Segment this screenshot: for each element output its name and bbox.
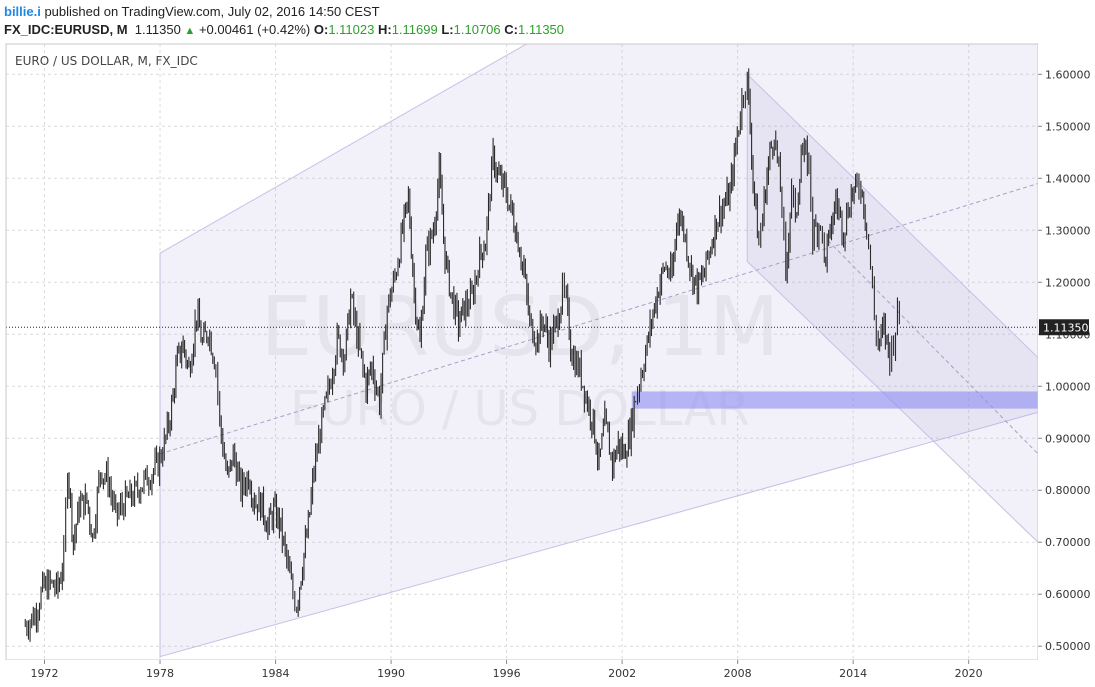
change-text: +0.00461 (+0.42%)	[198, 22, 311, 37]
y-tick-label: 0.90000	[1045, 432, 1091, 445]
y-tick-label: 1.20000	[1045, 276, 1091, 289]
x-tick-label: 1978	[146, 667, 174, 680]
publish-line: billie.i published on TradingView.com, J…	[4, 4, 380, 19]
high-value: 1.11699	[391, 22, 438, 37]
y-tick-label: 1.00000	[1045, 380, 1091, 393]
chart-header: billie.i published on TradingView.com, J…	[0, 0, 1095, 44]
x-tick-label: 2008	[724, 667, 752, 680]
y-tick-label: 1.50000	[1045, 120, 1091, 133]
open-value: 1.11023	[328, 22, 375, 37]
price-axis[interactable]: 1.600001.500001.400001.300001.200001.100…	[1038, 44, 1095, 687]
y-tick-label: 1.40000	[1045, 172, 1091, 185]
y-tick-label: 1.60000	[1045, 68, 1091, 81]
watermark-description: EURO / US DOLLAR	[290, 381, 750, 437]
chart-title: EURO / US DOLLAR, M, FX_IDC	[15, 54, 198, 68]
x-tick-label: 2020	[955, 667, 983, 680]
x-tick-label: 2002	[608, 667, 636, 680]
symbol-label[interactable]: FX_IDC:EURUSD	[4, 22, 110, 37]
interval-label: , M	[109, 22, 128, 37]
x-tick-label: 1996	[493, 667, 521, 680]
up-arrow-icon: ▲	[184, 25, 196, 37]
open-label: O:	[313, 22, 329, 37]
ohlc-line: FX_IDC:EURUSD, M 1.11350 ▲ +0.00461 (+0.…	[4, 22, 564, 37]
ascending-channel	[159, 44, 1038, 658]
time-axis[interactable]: 1972 1978 1984 1990 1996 2002 2008 2014 2020	[0, 660, 1038, 687]
drawings-layer[interactable]	[159, 0, 1038, 658]
author-link[interactable]: billie.i	[4, 4, 41, 19]
published-text: published on TradingView.com, July 02, 2…	[40, 4, 380, 19]
last-price-tag-label: 1.11350	[1043, 321, 1089, 334]
x-tick-label: 2014	[839, 667, 867, 680]
channel-midline	[159, 183, 1038, 455]
y-tick-label: 0.60000	[1045, 588, 1091, 601]
x-tick-label: 1990	[377, 667, 405, 680]
price-series	[24, 68, 900, 642]
price-axis-bg	[1038, 44, 1095, 687]
support-zone	[631, 391, 1038, 409]
last-price-tag	[1039, 319, 1089, 336]
last-price-text: 1.11350	[134, 22, 181, 37]
low-label: L:	[441, 22, 454, 37]
low-value: 1.10706	[453, 22, 501, 37]
x-tick-label: 1984	[262, 667, 290, 680]
time-axis-bg	[0, 660, 1038, 687]
y-tick-label: 0.70000	[1045, 536, 1091, 549]
high-label: H:	[377, 22, 392, 37]
close-label: C:	[504, 22, 518, 37]
descending-midline	[827, 240, 1038, 455]
y-tick-label: 0.80000	[1045, 484, 1091, 497]
y-tick-label: 0.50000	[1045, 640, 1091, 653]
descending-channel	[746, 73, 1038, 543]
y-tick-label: 1.30000	[1045, 224, 1091, 237]
x-tick-label: 1972	[31, 667, 59, 680]
close-value: 1.11350	[517, 22, 565, 37]
